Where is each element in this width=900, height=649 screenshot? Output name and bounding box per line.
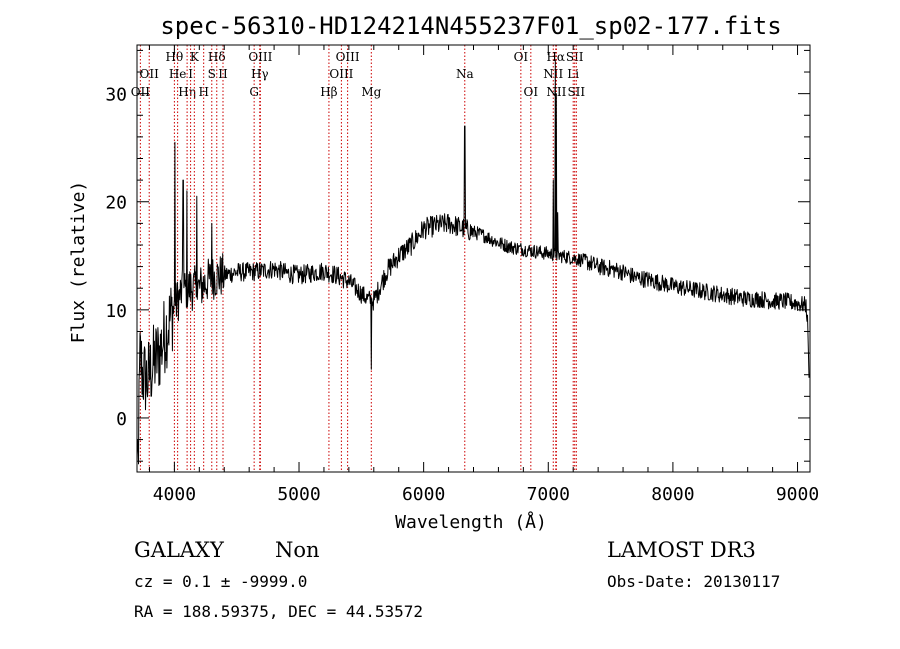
- y-tick-label-20: 20: [105, 193, 127, 214]
- marker-label-10: II: [218, 67, 228, 81]
- marker-label-1: OII: [140, 67, 160, 81]
- spectral-line-markers: OII OII Hθ He Hη IK HS Hδ II G Hγ OIII Hβ OIII OIII Mg N…: [131, 45, 585, 472]
- marker-label-8: S: [208, 67, 216, 81]
- marker-label-20: OI: [524, 85, 539, 99]
- marker-label-12: Hγ: [251, 67, 269, 81]
- marker-label-7: H: [198, 85, 208, 99]
- observation-date: Obs-Date: 20130117: [607, 572, 781, 591]
- plot-frame: [136, 44, 811, 473]
- x-axis-label: Wavelength (Å): [395, 511, 547, 533]
- marker-label-14: Hβ: [320, 85, 337, 99]
- marker-label-16: OIII: [336, 50, 360, 64]
- marker-label-19: OI: [514, 50, 529, 64]
- marker-label-15: OIII: [329, 67, 353, 81]
- marker-label-6: K: [190, 50, 200, 64]
- y-axis-label: Flux (relative): [68, 181, 89, 344]
- marker-label-25: SII: [566, 50, 584, 64]
- sky-coordinates: RA = 188.59375, DEC = 44.53572: [134, 602, 423, 621]
- survey-name: LAMOST DR3: [607, 538, 756, 562]
- x-tick-label-4000: 4000: [153, 484, 196, 505]
- marker-label-4: Hη: [178, 85, 196, 99]
- y-tick-label-30: 30: [105, 85, 127, 106]
- marker-label-9: Hδ: [208, 50, 226, 64]
- redshift-readout: cz = 0.1 ± -9999.0: [134, 572, 308, 591]
- axes: 4000 5000 6000 7000 8000 9000 0 10 20 30: [105, 45, 819, 505]
- marker-label-26: SII: [567, 85, 585, 99]
- x-tick-label-7000: 7000: [527, 484, 570, 505]
- marker-label-21: NII: [543, 67, 563, 81]
- marker-label-2: Hθ: [166, 50, 184, 64]
- flux-series-line: [136, 60, 810, 465]
- marker-label-5: I: [188, 67, 193, 81]
- marker-label-13: OIII: [248, 50, 272, 64]
- x-tick-label-5000: 5000: [277, 484, 320, 505]
- marker-label-23: NII: [546, 85, 566, 99]
- x-tick-label-9000: 9000: [776, 484, 819, 505]
- marker-label-11: G: [249, 85, 259, 99]
- chart-title: spec-56310-HD124214N455237F01_sp02-177.f…: [160, 12, 781, 40]
- marker-label-22: Hα: [546, 50, 565, 64]
- marker-label-17: Mg: [361, 85, 381, 99]
- object-subclass: Non: [275, 538, 320, 562]
- marker-label-3: He: [169, 67, 187, 81]
- marker-label-24: Li: [567, 67, 579, 81]
- y-tick-label-0: 0: [116, 409, 127, 430]
- marker-label-18: Na: [456, 67, 474, 81]
- x-tick-label-6000: 6000: [402, 484, 445, 505]
- y-tick-label-10: 10: [105, 301, 127, 322]
- x-tick-label-8000: 8000: [651, 484, 694, 505]
- marker-label-0: OII: [131, 85, 151, 99]
- object-class: GALAXY: [134, 538, 224, 562]
